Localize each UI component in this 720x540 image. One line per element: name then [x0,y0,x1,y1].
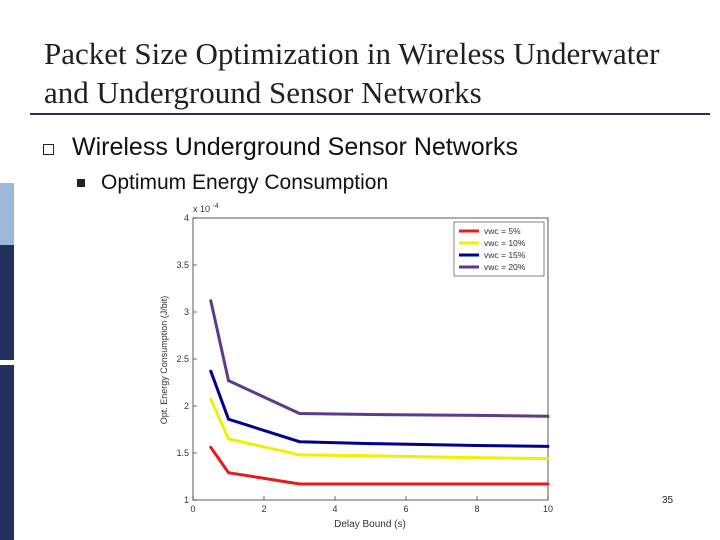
data-point [209,397,213,401]
y-tick-label: 3.5 [176,260,189,270]
data-point [546,444,550,448]
x-tick-label: 4 [332,504,337,514]
data-point [298,412,301,416]
data-point [227,379,230,383]
y-tick-label: 4 [184,213,189,223]
y-tick-label: 2.5 [176,354,189,364]
series-line-4 [209,300,549,418]
energy-consumption-chart: 0 2 4 6 8 10 1 1.5 2 2.5 3 3.5 4 x 10 -4 Delay Bound… [150,200,560,535]
filled-square-bullet-icon [77,179,85,187]
y-axis-multiplier: x 10 -4 [193,203,219,214]
side-band-top [0,0,14,153]
series-lines [209,299,550,486]
y-axis-label: Opt. Energy Consumption (J/bit) [159,296,169,425]
y-tick-label: 2 [184,401,189,411]
data-point [298,440,301,444]
data-point [298,482,301,486]
data-point [546,414,550,418]
side-band-dark-2 [0,365,14,540]
data-point [546,457,550,461]
x-tick-label: 10 [543,504,553,514]
slide-title: Packet Size Optimization in Wireless Und… [44,36,660,110]
chart-legend: vwc = 5% vwc = 10% vwc = 15% vwc = 20% [453,221,545,277]
data-point [546,482,550,486]
axis-ticks: 0 2 4 6 8 10 1 1.5 2 2.5 3 3.5 4 [176,213,553,514]
data-point [475,413,479,417]
data-point [475,482,479,486]
y-tick-label: 3 [184,307,189,317]
data-point [298,453,301,457]
title-underline [30,113,710,115]
data-point [369,454,372,458]
data-point [209,299,213,303]
data-point [227,417,230,421]
legend-label: vwc = 10% [484,238,526,248]
x-tick-label: 6 [403,504,408,514]
y-axis-multiplier-base: x 10 [193,204,210,214]
legend-label: vwc = 15% [484,250,526,260]
y-axis-multiplier-exp: -4 [213,203,219,210]
hollow-square-bullet-icon [43,144,54,155]
x-tick-label: 2 [261,504,266,514]
data-point [475,443,479,447]
data-point [369,482,372,486]
data-point [209,369,213,373]
data-point [227,437,230,441]
bullet-level-2-text: Optimum Energy Consumption [101,171,389,194]
y-tick-label: 1 [184,495,189,505]
series-line-3 [209,370,549,448]
x-axis-label: Delay Bound (s) [334,519,406,530]
legend-label: vwc = 5% [484,226,521,236]
data-point [475,456,479,460]
x-tick-label: 8 [474,504,479,514]
bullet-level-1: Wireless Underground Sensor Networks [43,133,518,162]
legend-label: vwc = 20% [484,262,526,272]
bullet-level-2: Optimum Energy Consumption [77,171,388,195]
data-point [369,412,372,416]
slide-number: 35 [662,495,674,506]
data-point [209,445,213,449]
data-point [227,471,230,475]
side-band-light-1 [0,183,14,245]
data-point [369,442,372,446]
y-tick-label: 1.5 [176,448,189,458]
series-line-1 [209,446,548,486]
series-line-2 [209,398,549,461]
side-band-dark-1 [0,245,14,360]
bullet-level-1-text: Wireless Underground Sensor Networks [72,133,519,161]
x-tick-label: 0 [190,504,195,514]
